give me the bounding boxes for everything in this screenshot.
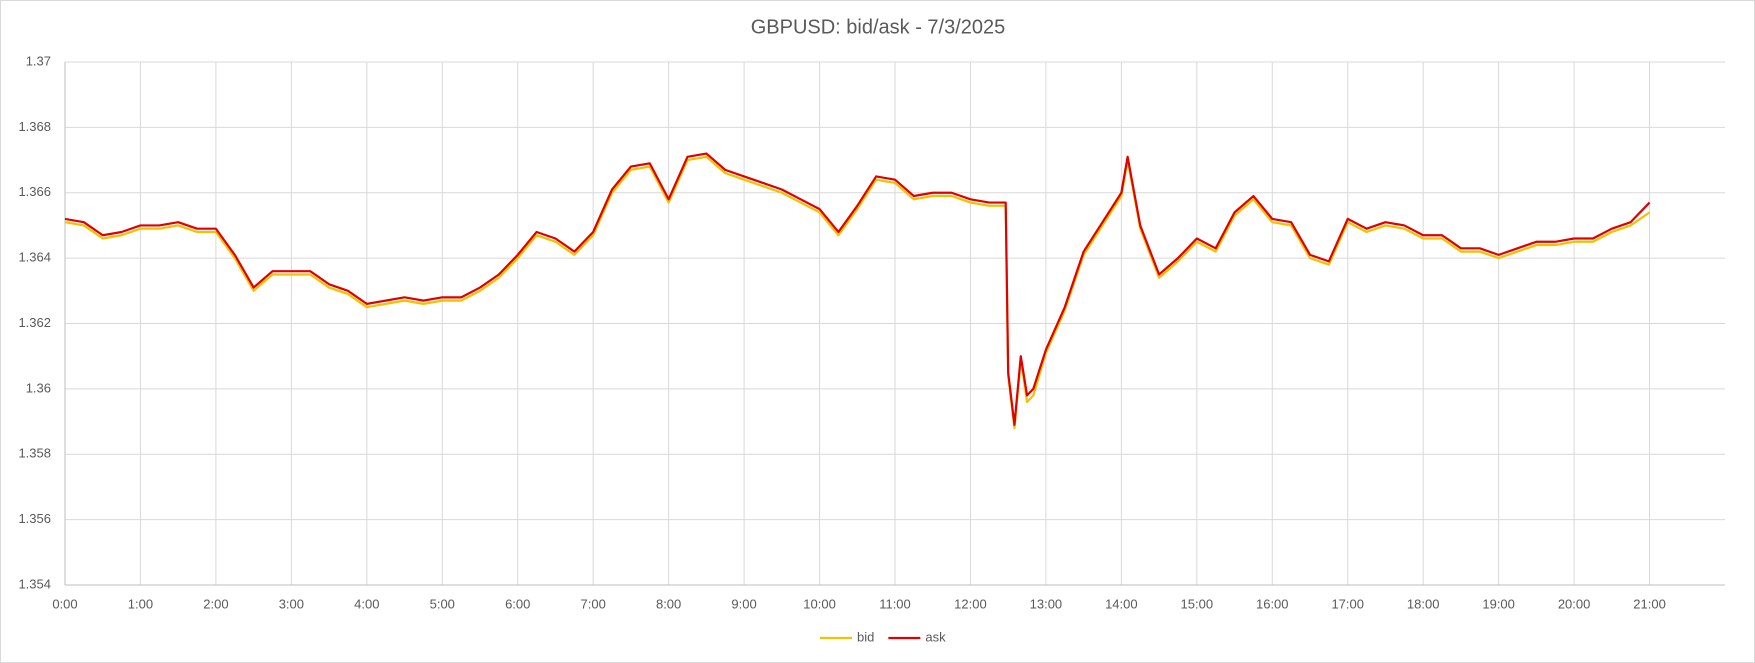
x-tick-label: 16:00 <box>1256 596 1289 611</box>
x-tick-label: 9:00 <box>731 596 756 611</box>
x-tick-label: 0:00 <box>52 596 77 611</box>
x-tick-label: 8:00 <box>656 596 681 611</box>
x-tick-label: 19:00 <box>1482 596 1515 611</box>
y-tick-label: 1.37 <box>26 53 51 68</box>
x-tick-label: 10:00 <box>803 596 836 611</box>
y-tick-label: 1.358 <box>18 446 51 461</box>
x-tick-label: 6:00 <box>505 596 530 611</box>
x-tick-label: 13:00 <box>1030 596 1063 611</box>
y-tick-label: 1.36 <box>26 380 51 395</box>
x-tick-label: 1:00 <box>128 596 153 611</box>
y-tick-label: 1.366 <box>18 184 51 199</box>
x-tick-label: 4:00 <box>354 596 379 611</box>
x-tick-label: 21:00 <box>1633 596 1666 611</box>
x-tick-label: 14:00 <box>1105 596 1138 611</box>
y-tick-label: 1.362 <box>18 315 51 330</box>
x-tick-label: 2:00 <box>203 596 228 611</box>
chart-title: GBPUSD: bid/ask - 7/3/2025 <box>751 16 1006 38</box>
x-tick-label: 18:00 <box>1407 596 1440 611</box>
x-tick-label: 17:00 <box>1331 596 1364 611</box>
legend-label: ask <box>925 629 946 644</box>
x-tick-label: 3:00 <box>279 596 304 611</box>
legend-label: bid <box>857 629 874 644</box>
y-tick-label: 1.356 <box>18 511 51 526</box>
y-tick-label: 1.368 <box>18 119 51 134</box>
x-tick-label: 11:00 <box>879 596 911 611</box>
line-series <box>64 155 1651 430</box>
y-tick-label: 1.354 <box>18 576 51 591</box>
y-tick-label: 1.364 <box>18 250 51 265</box>
x-tick-label: 5:00 <box>430 596 455 611</box>
x-tick-label: 7:00 <box>581 596 606 611</box>
x-tick-label: 20:00 <box>1558 596 1591 611</box>
x-tick-label: 15:00 <box>1181 596 1214 611</box>
line-series <box>64 152 1651 426</box>
x-tick-label: 12:00 <box>954 596 987 611</box>
